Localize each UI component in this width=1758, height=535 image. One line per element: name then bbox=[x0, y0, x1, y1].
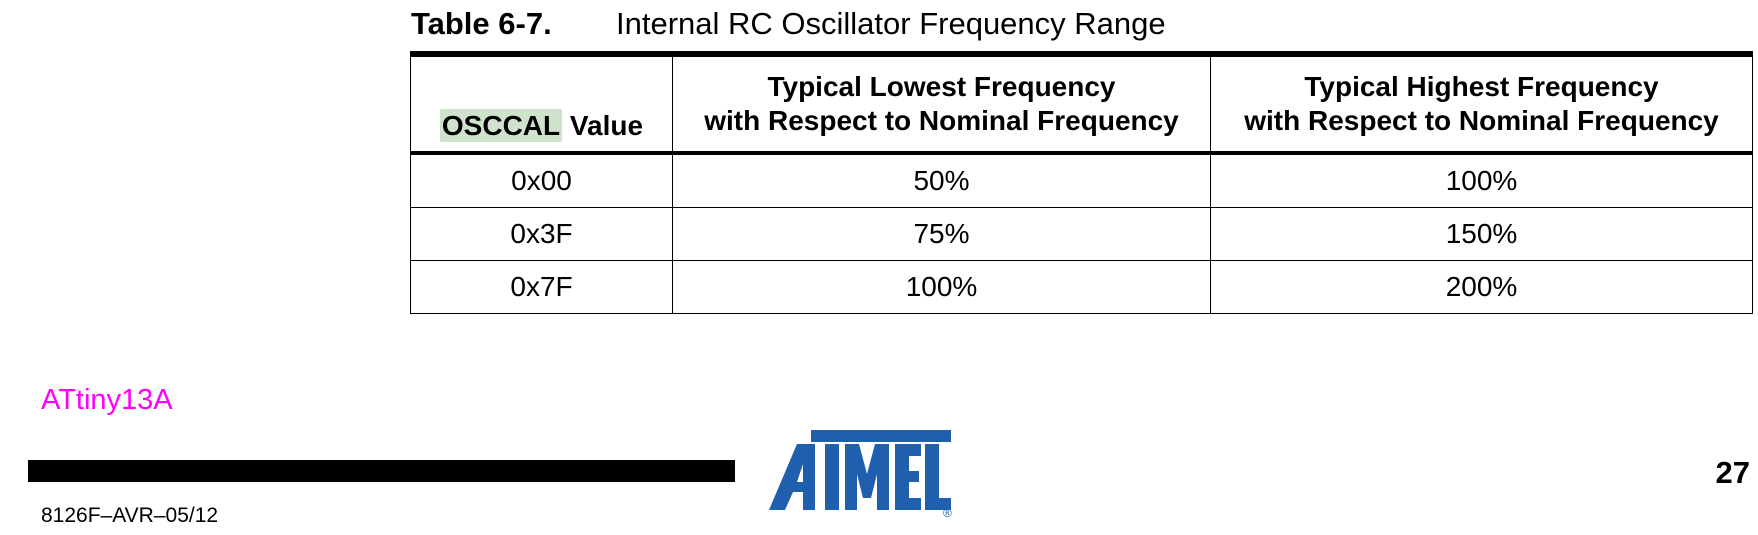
cell-osccal: 0x7F bbox=[410, 260, 673, 314]
footer-bar bbox=[28, 460, 735, 482]
osccal-highlight: OSCCAL bbox=[439, 109, 563, 142]
oscillator-frequency-table: OSCCAL Value Typical Lowest Frequency wit… bbox=[410, 51, 1753, 314]
header-lowest-frequency: Typical Lowest Frequency with Respect to … bbox=[672, 53, 1211, 155]
cell-highest: 200% bbox=[1210, 260, 1753, 314]
header-osccal-value: OSCCAL Value bbox=[410, 53, 673, 155]
cell-lowest: 75% bbox=[672, 207, 1211, 261]
header-highest-frequency: Typical Highest Frequency with Respect to… bbox=[1210, 53, 1753, 155]
cell-lowest: 100% bbox=[672, 260, 1211, 314]
table-title: Internal RC Oscillator Frequency Range bbox=[616, 6, 1166, 41]
header-highest-line1: Typical Highest Frequency bbox=[1304, 71, 1659, 102]
header-lowest-line2: with Respect to Nominal Frequency bbox=[704, 105, 1179, 136]
document-code: 8126F–AVR–05/12 bbox=[41, 504, 219, 527]
header-value-label: Value bbox=[562, 110, 644, 141]
registered-mark: ® bbox=[943, 506, 952, 518]
page-number: 27 bbox=[1715, 455, 1750, 490]
header-lowest-line1: Typical Lowest Frequency bbox=[767, 71, 1116, 102]
cell-osccal: 0x00 bbox=[410, 152, 673, 208]
cell-highest: 150% bbox=[1210, 207, 1753, 261]
table-number: Table 6-7. bbox=[411, 6, 552, 41]
table-header-row: OSCCAL Value Typical Lowest Frequency wit… bbox=[410, 53, 1753, 155]
table-caption: Table 6-7. Internal RC Oscillator Frequen… bbox=[411, 6, 1166, 42]
product-name: ATtiny13A bbox=[41, 384, 173, 416]
atmel-logo: ® bbox=[769, 430, 952, 518]
table-row: 0x00 50% 100% bbox=[410, 152, 1753, 208]
header-highest-line2: with Respect to Nominal Frequency bbox=[1244, 105, 1719, 136]
cell-highest: 100% bbox=[1210, 152, 1753, 208]
cell-osccal: 0x3F bbox=[410, 207, 673, 261]
table-row: 0x3F 75% 150% bbox=[410, 207, 1753, 261]
table-row: 0x7F 100% 200% bbox=[410, 260, 1753, 314]
cell-lowest: 50% bbox=[672, 152, 1211, 208]
